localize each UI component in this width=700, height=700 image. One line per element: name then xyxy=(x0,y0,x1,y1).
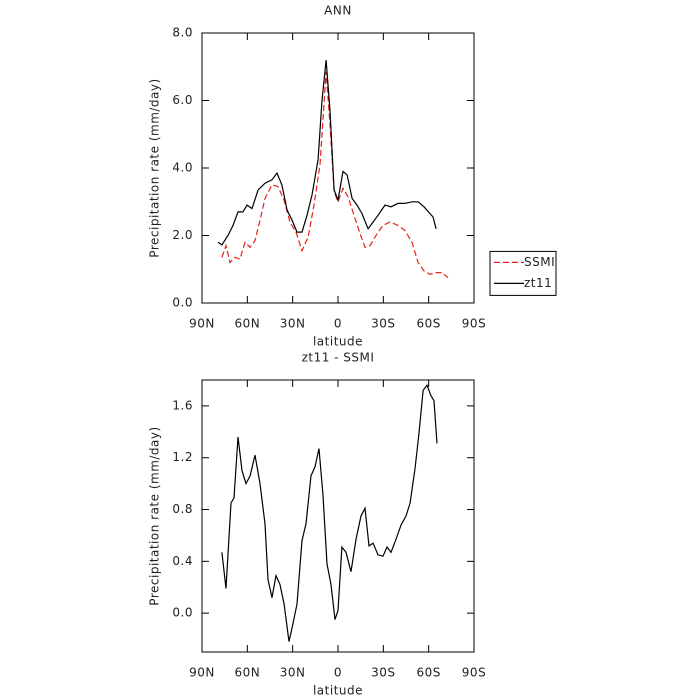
x-tick-label: 90N xyxy=(189,666,215,680)
x-tick-label: 30N xyxy=(280,317,306,331)
y-tick-label: 2.0 xyxy=(172,228,193,242)
y-tick-label: 0.0 xyxy=(172,606,193,620)
y-tick-label: 4.0 xyxy=(172,161,193,175)
x-tick-label: 90S xyxy=(462,666,486,680)
x-tick-label: 0 xyxy=(334,317,342,331)
x-axis-label: latitude xyxy=(313,684,363,698)
y-axis-label: Precipitation rate (mm/day) xyxy=(148,426,162,605)
x-tick-label: 90N xyxy=(189,317,215,331)
x-tick-label: 30N xyxy=(280,666,306,680)
x-tick-label: 60S xyxy=(416,666,440,680)
y-tick-label: 1.2 xyxy=(172,450,193,464)
data-line xyxy=(217,59,437,246)
x-tick-label: 60N xyxy=(234,317,260,331)
y-tick-label: 0.0 xyxy=(172,296,193,310)
y-tick-label: 8.0 xyxy=(172,26,193,40)
y-tick-label: 1.6 xyxy=(172,398,193,412)
chart-title: ANN xyxy=(324,4,352,18)
y-tick-label: 0.4 xyxy=(172,554,193,568)
x-tick-label: 90S xyxy=(462,317,486,331)
legend-label: SSMI xyxy=(524,255,555,269)
x-tick-label: 30S xyxy=(371,317,395,331)
legend-label: zt11 xyxy=(524,276,552,290)
chart-title: zt11 - SSMI xyxy=(302,351,375,365)
legend-box xyxy=(489,250,557,296)
x-tick-label: 60S xyxy=(416,317,440,331)
y-tick-label: 6.0 xyxy=(172,93,193,107)
x-tick-label: 60N xyxy=(234,666,260,680)
x-tick-label: 30S xyxy=(371,666,395,680)
data-line xyxy=(221,383,438,642)
data-line xyxy=(221,71,449,279)
x-tick-label: 0 xyxy=(334,666,342,680)
y-tick-label: 0.8 xyxy=(172,502,193,516)
y-axis-label: Precipitation rate (mm/day) xyxy=(148,78,162,257)
x-axis-label: latitude xyxy=(313,335,363,349)
plot-frame xyxy=(201,32,475,304)
